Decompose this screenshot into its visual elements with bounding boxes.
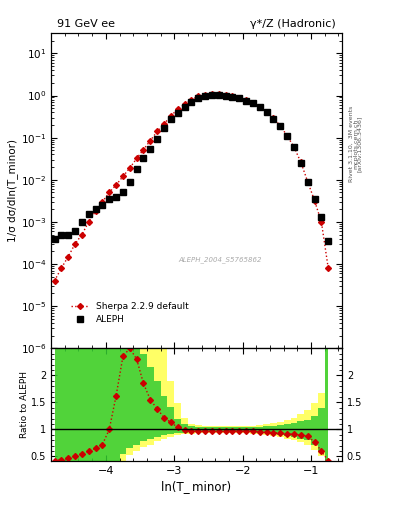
ALEPH [196, 95, 200, 101]
Y-axis label: Ratio to ALEPH: Ratio to ALEPH [20, 371, 29, 438]
Sherpa 2.2.9 default [52, 278, 57, 284]
ALEPH [121, 189, 125, 196]
Text: Rivet 3.1.10,  3M events: Rivet 3.1.10, 3M events [349, 105, 354, 182]
Sherpa 2.2.9 default [127, 165, 132, 171]
ALEPH [326, 238, 331, 244]
Sherpa 2.2.9 default [244, 97, 248, 103]
Sherpa 2.2.9 default [319, 219, 324, 225]
Sherpa 2.2.9 default [230, 93, 235, 99]
Sherpa 2.2.9 default [141, 146, 146, 153]
Sherpa 2.2.9 default [299, 159, 303, 165]
ALEPH [66, 231, 71, 238]
Sherpa 2.2.9 default [121, 174, 125, 180]
ALEPH [223, 93, 228, 99]
ALEPH [189, 99, 194, 105]
ALEPH [319, 214, 324, 220]
Sherpa 2.2.9 default [79, 231, 84, 238]
ALEPH [52, 236, 57, 242]
Sherpa 2.2.9 default [251, 100, 255, 106]
ALEPH [141, 156, 146, 162]
Sherpa 2.2.9 default [114, 182, 118, 188]
Sherpa 2.2.9 default [73, 241, 77, 247]
Sherpa 2.2.9 default [257, 104, 262, 110]
ALEPH [73, 228, 77, 234]
ALEPH [278, 123, 283, 130]
ALEPH [162, 125, 166, 131]
Sherpa 2.2.9 default [66, 253, 71, 260]
ALEPH [169, 116, 173, 122]
Legend: Sherpa 2.2.9 default, ALEPH: Sherpa 2.2.9 default, ALEPH [67, 298, 193, 328]
Sherpa 2.2.9 default [86, 219, 91, 225]
ALEPH [175, 110, 180, 116]
Sherpa 2.2.9 default [285, 133, 290, 139]
Sherpa 2.2.9 default [100, 199, 105, 205]
Sherpa 2.2.9 default [175, 106, 180, 113]
Sherpa 2.2.9 default [169, 113, 173, 119]
ALEPH [237, 95, 242, 101]
Sherpa 2.2.9 default [203, 92, 208, 98]
ALEPH [217, 92, 221, 98]
Sherpa 2.2.9 default [278, 123, 283, 129]
Sherpa 2.2.9 default [155, 129, 160, 135]
ALEPH [127, 179, 132, 185]
Sherpa 2.2.9 default [93, 208, 98, 214]
ALEPH [203, 93, 208, 99]
Sherpa 2.2.9 default [189, 97, 194, 103]
Sherpa 2.2.9 default [162, 121, 166, 127]
Sherpa 2.2.9 default [107, 189, 112, 196]
ALEPH [107, 196, 112, 202]
Sherpa 2.2.9 default [223, 92, 228, 98]
ALEPH [182, 104, 187, 110]
ALEPH [312, 196, 317, 202]
X-axis label: ln(T_ minor): ln(T_ minor) [162, 480, 231, 493]
ALEPH [271, 116, 276, 122]
ALEPH [86, 211, 91, 218]
Sherpa 2.2.9 default [59, 265, 64, 271]
Sherpa 2.2.9 default [182, 101, 187, 108]
ALEPH [299, 160, 303, 166]
Sherpa 2.2.9 default [217, 91, 221, 97]
ALEPH [305, 179, 310, 185]
ALEPH [79, 219, 84, 225]
Text: 91 GeV ee: 91 GeV ee [57, 18, 115, 29]
Text: mcplots.cern.ch: mcplots.cern.ch [353, 118, 358, 168]
Sherpa 2.2.9 default [292, 144, 296, 150]
Text: γ*/Z (Hadronic): γ*/Z (Hadronic) [250, 18, 336, 29]
ALEPH [59, 231, 64, 238]
Sherpa 2.2.9 default [305, 179, 310, 185]
Sherpa 2.2.9 default [237, 95, 242, 101]
ALEPH [209, 92, 214, 98]
ALEPH [264, 109, 269, 115]
Sherpa 2.2.9 default [271, 115, 276, 121]
Sherpa 2.2.9 default [326, 265, 331, 271]
Y-axis label: 1/σ dσ/dln(T_minor): 1/σ dσ/dln(T_minor) [7, 139, 18, 242]
ALEPH [257, 104, 262, 110]
ALEPH [251, 100, 255, 106]
ALEPH [100, 202, 105, 208]
Sherpa 2.2.9 default [196, 93, 200, 99]
ALEPH [134, 166, 139, 172]
Text: [arXiv:1306.3436]: [arXiv:1306.3436] [357, 115, 362, 172]
ALEPH [155, 136, 160, 142]
ALEPH [93, 206, 98, 212]
Sherpa 2.2.9 default [264, 109, 269, 115]
Line: ALEPH: ALEPH [52, 92, 331, 244]
Line: Sherpa 2.2.9 default: Sherpa 2.2.9 default [52, 92, 330, 283]
ALEPH [285, 133, 290, 139]
Sherpa 2.2.9 default [148, 138, 152, 144]
ALEPH [114, 194, 118, 200]
ALEPH [292, 144, 296, 150]
Sherpa 2.2.9 default [312, 198, 317, 204]
ALEPH [244, 97, 248, 103]
ALEPH [148, 145, 152, 152]
Text: ALEPH_2004_S5765862: ALEPH_2004_S5765862 [178, 257, 261, 264]
Sherpa 2.2.9 default [134, 156, 139, 162]
ALEPH [230, 94, 235, 100]
Sherpa 2.2.9 default [209, 91, 214, 97]
